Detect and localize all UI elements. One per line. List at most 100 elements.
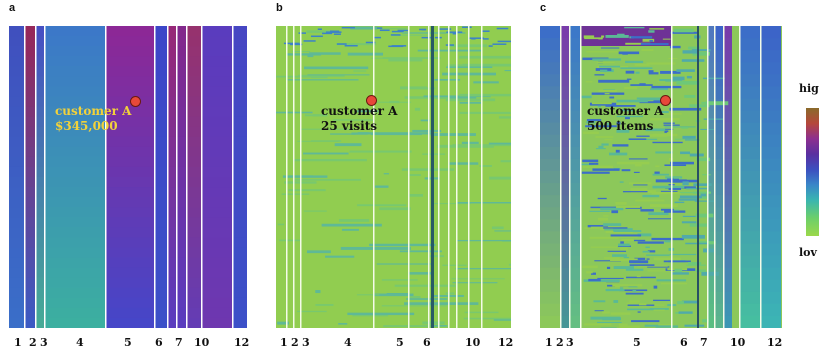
heatmap-cell	[588, 278, 601, 282]
heatmap-cell	[692, 51, 710, 56]
column-separator	[24, 26, 26, 328]
column-separator	[468, 26, 470, 328]
heatmap-cell	[740, 219, 760, 233]
heatmap-cell	[651, 85, 682, 89]
heatmap-cell	[25, 146, 35, 158]
heatmap-cell	[621, 109, 634, 112]
heatmap-cell	[581, 171, 610, 174]
heatmap-cell	[187, 106, 201, 118]
heatmap-cell	[682, 50, 700, 54]
heatmap-cell	[609, 96, 615, 99]
heatmap-cell	[296, 310, 327, 313]
heatmap-cell	[625, 42, 651, 45]
heatmap-cell	[708, 255, 714, 269]
heatmap-cell	[168, 116, 176, 128]
column-separator	[428, 26, 430, 328]
heatmap-cell	[9, 317, 24, 328]
heatmap-cell	[187, 207, 201, 219]
heatmap-cell	[561, 110, 569, 124]
heatmap-cell	[724, 195, 732, 209]
heatmap-cell	[606, 266, 611, 270]
heatmap-cell	[45, 237, 105, 249]
heatmap-cell	[168, 227, 176, 239]
heatmap-cell	[447, 64, 511, 67]
heatmap-cell	[9, 136, 24, 148]
heatmap-cell	[669, 107, 702, 111]
heatmap-cell	[177, 146, 186, 158]
heatmap-cell	[619, 287, 624, 289]
heatmap-cell	[468, 37, 484, 39]
heatmap-cell	[703, 77, 725, 80]
heatmap-cell	[708, 86, 714, 100]
heatmap-cell	[561, 315, 569, 328]
heatmap-cell	[740, 243, 760, 257]
heatmap-cell	[442, 264, 467, 266]
heatmap-cell	[45, 66, 105, 78]
heatmap-cell	[293, 158, 367, 162]
heatmap-cell	[618, 323, 628, 326]
heatmap-cell	[612, 144, 629, 147]
heatmap-cell	[602, 311, 610, 314]
x-tick-label: 3	[302, 336, 310, 349]
heatmap-cell	[623, 256, 630, 259]
heatmap-cell	[664, 210, 686, 213]
heatmap-cell	[202, 126, 232, 138]
heatmap-cell	[202, 26, 232, 38]
heatmap-cell	[45, 207, 105, 219]
heatmap-cell	[9, 146, 24, 158]
column-separator	[186, 26, 188, 328]
heatmap-cell	[540, 255, 560, 269]
heatmap-cell	[678, 311, 693, 314]
heatmap-cell	[715, 122, 723, 136]
heatmap-cell	[649, 308, 669, 310]
heatmap-cell	[593, 300, 606, 303]
heatmap-cell	[155, 237, 167, 249]
heatmap-cell	[715, 38, 723, 52]
heatmap-cell	[233, 66, 247, 78]
heatmap-cell	[570, 146, 580, 160]
heatmap-cell	[25, 277, 35, 289]
heatmap-cell	[431, 26, 434, 328]
heatmap-cell	[605, 288, 625, 292]
x-tick-label: 5	[124, 336, 132, 349]
heatmap-cell	[36, 46, 44, 58]
heatmap-cell	[648, 212, 669, 216]
legend-color-bar	[806, 108, 819, 236]
heatmap-cell	[629, 264, 655, 266]
heatmap-cell	[168, 96, 176, 108]
heatmap-cell	[305, 114, 319, 117]
heatmap-cell	[703, 118, 724, 120]
heatmap-cell	[177, 26, 186, 38]
heatmap-cell	[233, 116, 247, 128]
heatmap-cell	[9, 26, 24, 38]
heatmap-cell	[761, 26, 781, 40]
heatmap-cell	[540, 219, 560, 233]
heatmap-cell	[168, 126, 176, 138]
heatmap-cell	[187, 247, 201, 259]
heatmap-cell	[761, 267, 781, 281]
heatmap-cell	[715, 86, 723, 100]
heatmap-cell	[168, 146, 176, 158]
heatmap-cell	[702, 174, 711, 176]
heatmap-cell	[761, 315, 781, 328]
heatmap-cell	[168, 267, 176, 279]
column-separator	[35, 26, 37, 328]
heatmap-cell	[653, 309, 665, 311]
heatmap-cell	[761, 110, 781, 124]
heatmap-cell	[653, 285, 658, 289]
heatmap-cell	[471, 145, 489, 148]
heatmap-cell	[618, 51, 640, 55]
heatmap-cell	[715, 279, 723, 293]
heatmap-cell	[678, 198, 699, 201]
heatmap-cell	[36, 287, 44, 299]
heatmap-cell	[45, 277, 105, 289]
heatmap-cell	[187, 76, 201, 88]
heatmap-cell	[155, 36, 167, 48]
heatmap-cell	[177, 46, 186, 58]
heatmap-cell	[168, 207, 176, 219]
heatmap-cell	[233, 307, 247, 319]
heatmap-cell	[168, 36, 176, 48]
heatmap-cell	[708, 110, 714, 124]
heatmap-cell	[233, 227, 247, 239]
heatmap-panel-a	[9, 26, 247, 328]
